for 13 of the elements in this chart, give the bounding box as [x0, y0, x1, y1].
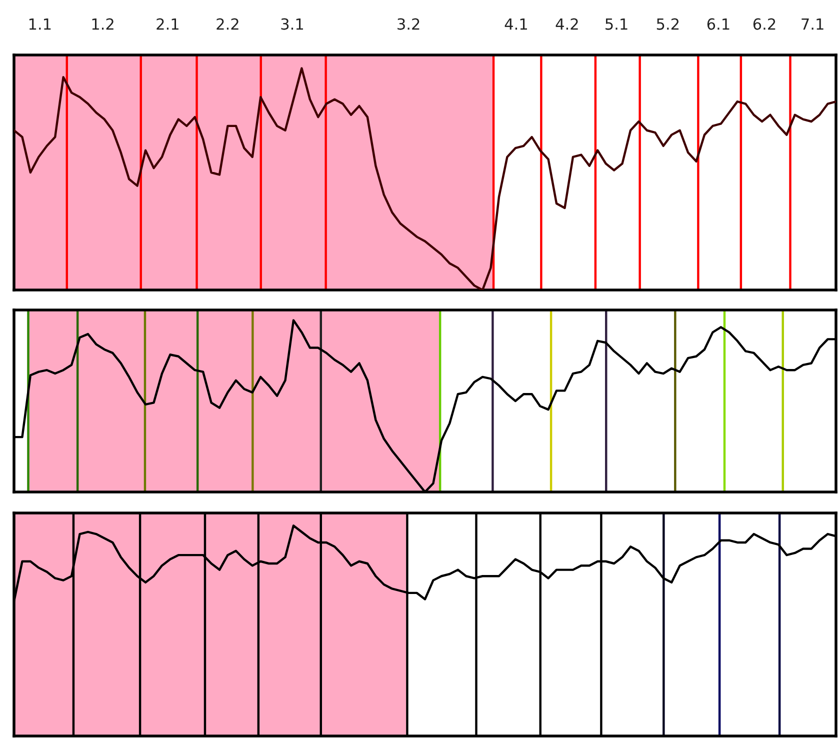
- text: 1.1: [29, 18, 51, 30]
- text: 6.2: [753, 18, 776, 30]
- text: 4.1: [504, 18, 527, 30]
- text: 7.1: [802, 18, 824, 30]
- text: 2.1: [156, 18, 178, 30]
- text: 1.2: [92, 18, 114, 30]
- text: 2.2: [216, 18, 238, 30]
- text: 5.2: [656, 18, 679, 30]
- text: 3.1: [281, 18, 303, 30]
- text: 3.2: [398, 18, 420, 30]
- text: 6.1: [707, 18, 730, 30]
- text: 4.2: [556, 18, 578, 30]
- text: 5.1: [606, 18, 628, 30]
